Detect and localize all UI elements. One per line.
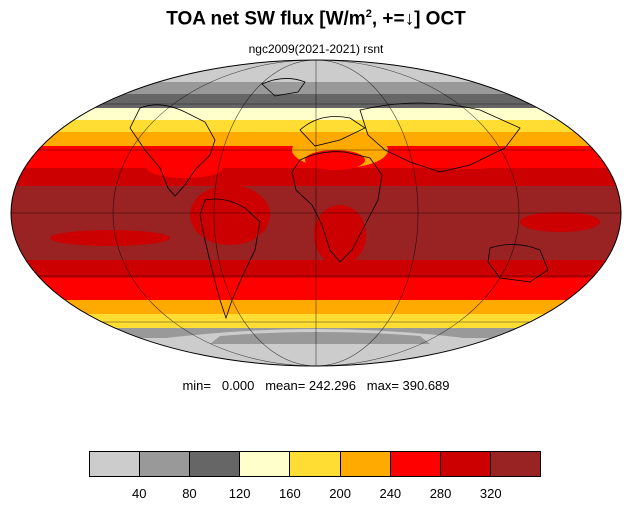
map-subtitle: ngc2009(2021-2021) rsnt xyxy=(248,42,384,56)
colorbar-tick-label: 320 xyxy=(479,486,502,501)
colorbar-tick-label: 200 xyxy=(329,486,351,501)
colorbar-bin xyxy=(490,452,540,476)
coastlines xyxy=(129,78,549,320)
colorbar-bin xyxy=(290,452,341,476)
colorbar-tick-label: 120 xyxy=(228,486,251,501)
colorbar-tick-label: 80 xyxy=(182,486,197,501)
colorbar-bin xyxy=(240,452,291,476)
colorbar-tick-label: 40 xyxy=(131,486,147,501)
map-stats: min= 0.000 mean= 242.296 max= 390.689 xyxy=(182,378,450,393)
colorbar-bin xyxy=(90,452,141,476)
colorbar-bin xyxy=(340,452,391,476)
colorbar-tick-label: 160 xyxy=(279,486,301,501)
colorbar-bin xyxy=(440,452,491,476)
map-title: TOA net SW flux [W/m2, +=↓] OCT xyxy=(166,8,466,30)
colorbar-bin xyxy=(390,452,441,476)
colorbar-bin xyxy=(140,452,191,476)
colorbar xyxy=(89,451,541,477)
colorbar-bin xyxy=(190,452,241,476)
map-border xyxy=(10,59,622,367)
graticule xyxy=(11,60,621,366)
colorbar-tick-label: 240 xyxy=(379,486,402,501)
colorbar-tick-label: 280 xyxy=(429,486,452,501)
